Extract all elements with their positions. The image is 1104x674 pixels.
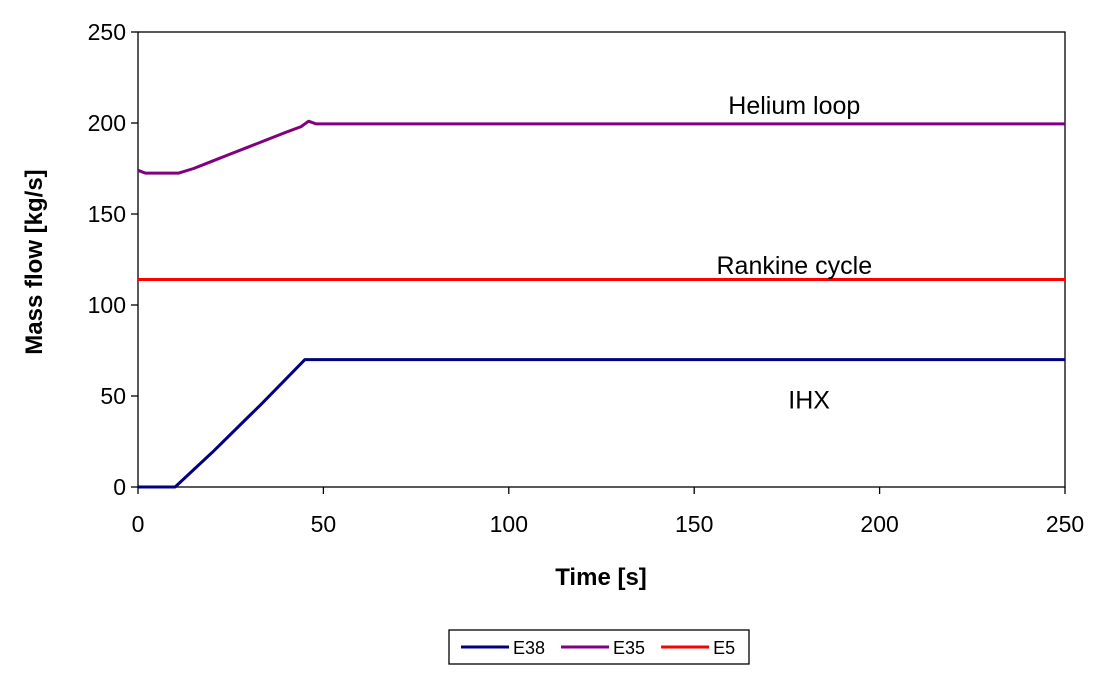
legend-label: E5	[713, 638, 735, 658]
y-tick-label: 0	[113, 474, 126, 500]
legend: E38 E35 E5	[448, 629, 750, 665]
y-axis: 0 50 100 150 200 250	[88, 19, 138, 500]
annotation-label: Rankine cycle	[716, 252, 872, 280]
plot-border	[137, 31, 1066, 488]
x-tick-label: 150	[675, 511, 713, 537]
x-tick-label: 200	[860, 511, 898, 537]
series-line-e38	[138, 358, 1065, 489]
y-axis-title: Mass flow [kg/s]	[21, 169, 48, 354]
legend-label: E38	[513, 638, 545, 658]
x-tick-label: 0	[132, 511, 145, 537]
x-axis: 0 50 100 150 200 250	[132, 487, 1084, 537]
x-tick-label: 250	[1046, 511, 1084, 537]
series-line-e35	[137, 119, 1065, 175]
annotation-label: Helium loop	[728, 92, 860, 120]
y-tick-label: 150	[88, 201, 126, 227]
y-tick-label: 200	[88, 110, 126, 136]
y-tick-label: 50	[100, 383, 126, 409]
x-axis-title: Time [s]	[555, 564, 647, 591]
annotation-group: Helium loop Rankine cycle IHX	[716, 92, 872, 415]
plot-area	[137, 31, 1066, 488]
y-tick-label: 100	[88, 292, 126, 318]
y-tick-label: 250	[88, 19, 126, 45]
series-group	[137, 119, 1065, 489]
x-tick-label: 100	[490, 511, 528, 537]
x-tick-label: 50	[311, 511, 337, 537]
annotation-label: IHX	[788, 387, 830, 415]
legend-label: E35	[613, 638, 645, 658]
